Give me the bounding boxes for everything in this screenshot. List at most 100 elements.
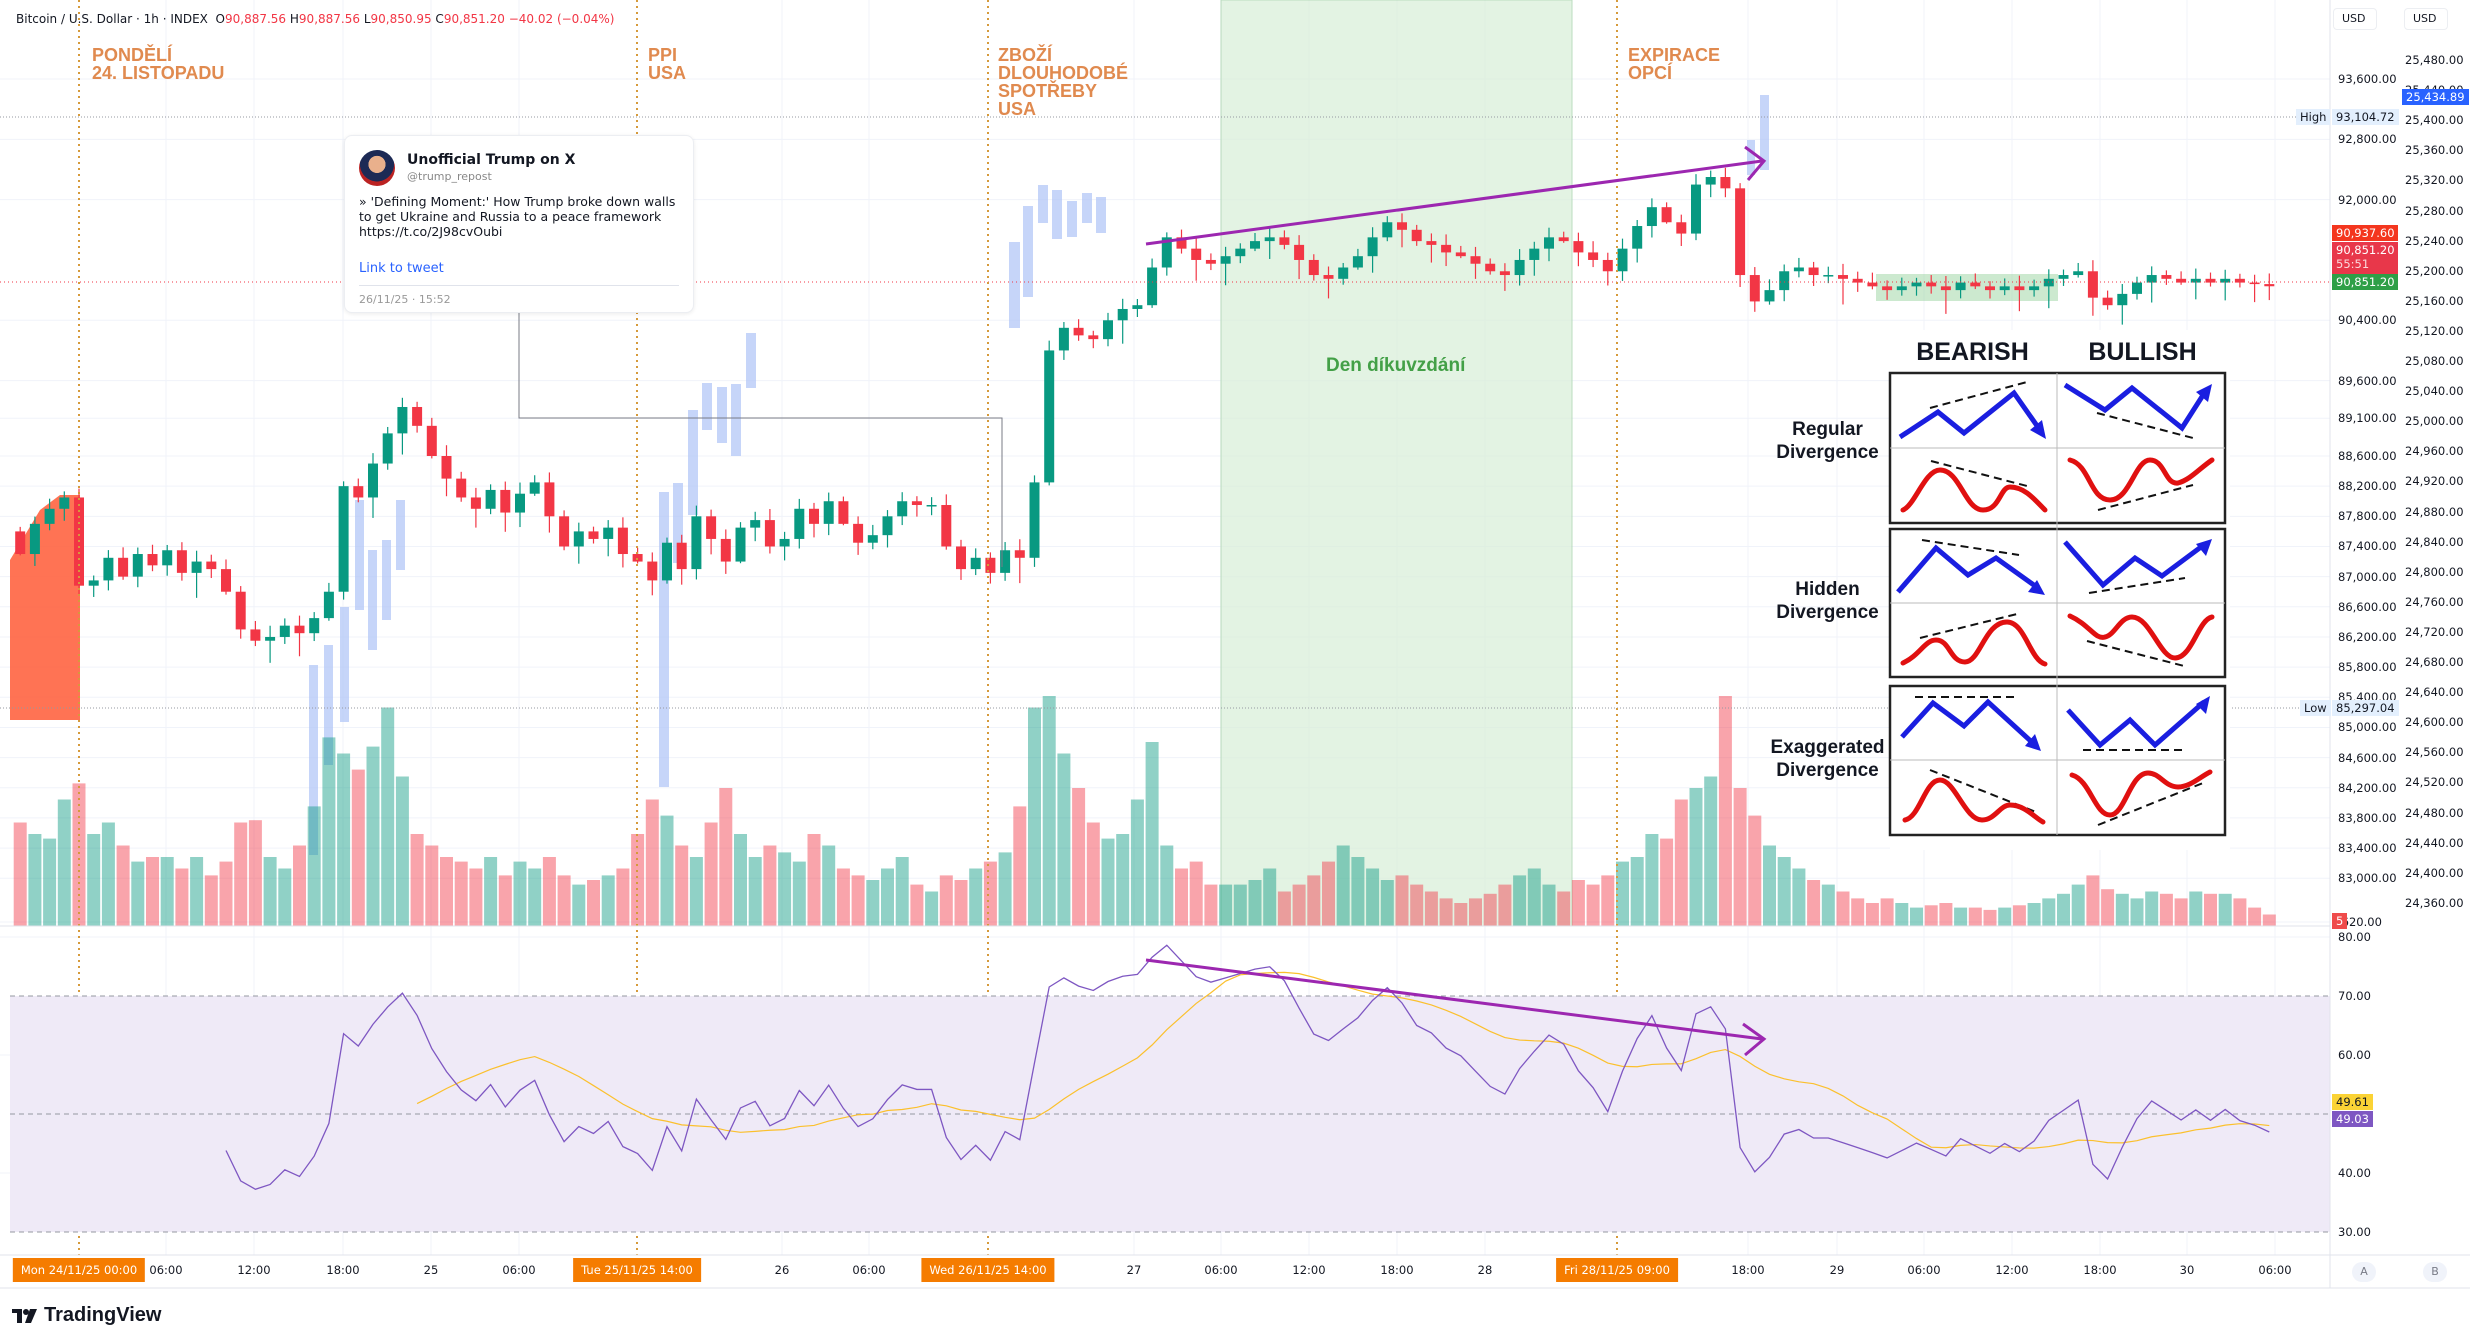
candle[interactable] [1985, 281, 1995, 299]
candle[interactable] [1617, 238, 1628, 281]
candle[interactable] [470, 487, 481, 528]
candle[interactable] [2014, 275, 2025, 312]
candle[interactable] [1338, 262, 1349, 285]
candle[interactable] [221, 559, 231, 595]
candle[interactable] [617, 517, 628, 568]
candle[interactable] [2234, 273, 2245, 288]
candle[interactable] [1852, 271, 1863, 292]
candle[interactable] [1691, 174, 1701, 241]
candle[interactable] [2058, 269, 2069, 286]
candle[interactable] [323, 582, 334, 621]
candle[interactable] [823, 492, 834, 536]
candle[interactable] [1029, 475, 1040, 567]
candle[interactable] [397, 397, 408, 455]
candle[interactable] [1970, 273, 1981, 290]
candle[interactable] [941, 494, 952, 550]
candle[interactable] [1705, 170, 1716, 198]
candle[interactable] [1073, 319, 1084, 341]
candle[interactable] [1176, 229, 1187, 254]
candle[interactable] [1103, 312, 1113, 347]
candle[interactable] [382, 426, 393, 470]
candle[interactable] [1749, 267, 1760, 312]
candle[interactable] [2264, 273, 2275, 301]
rsi-line[interactable] [225, 944, 2270, 1190]
candle[interactable] [1602, 252, 1613, 286]
candle[interactable] [735, 522, 746, 564]
candle[interactable] [809, 502, 819, 538]
candle[interactable] [103, 550, 114, 591]
candle[interactable] [544, 472, 555, 533]
candle[interactable] [2205, 272, 2216, 287]
candle[interactable] [2102, 290, 2113, 310]
thanksgiving-highlight[interactable] [1220, 0, 1573, 927]
candle[interactable] [162, 544, 173, 576]
candle[interactable] [1514, 249, 1525, 286]
candle[interactable] [1676, 214, 1687, 247]
candle[interactable] [485, 484, 496, 515]
red-area-shape[interactable] [10, 495, 80, 720]
candle[interactable] [29, 516, 40, 566]
candle[interactable] [2146, 266, 2157, 303]
candle[interactable] [662, 537, 672, 584]
candle[interactable] [1264, 226, 1275, 259]
candle[interactable] [1764, 279, 1775, 305]
candle[interactable] [191, 550, 202, 598]
candle[interactable] [412, 401, 423, 433]
candle[interactable] [1485, 258, 1496, 275]
tweet-card[interactable]: Unofficial Trump on X @trump_repost » 'D… [344, 135, 694, 313]
candle[interactable] [1823, 266, 1834, 284]
candle[interactable] [2161, 270, 2172, 285]
candle[interactable] [2073, 262, 2084, 278]
candle[interactable] [1000, 542, 1011, 581]
candle[interactable] [764, 509, 775, 554]
candle[interactable] [176, 542, 187, 581]
candle[interactable] [603, 520, 614, 557]
candle[interactable] [1147, 258, 1158, 308]
candle[interactable] [309, 612, 320, 642]
candle[interactable] [573, 522, 584, 564]
candle[interactable] [911, 496, 922, 517]
candle[interactable] [1558, 231, 1569, 243]
candle[interactable] [1808, 261, 1819, 287]
candle[interactable] [1441, 234, 1452, 267]
candle[interactable] [897, 492, 908, 526]
candle[interactable] [559, 510, 570, 551]
candle[interactable] [1058, 322, 1069, 360]
candle[interactable] [1720, 167, 1731, 198]
candle[interactable] [368, 453, 378, 518]
candle[interactable] [1646, 198, 1657, 238]
candle[interactable] [1793, 257, 1804, 278]
candle[interactable] [250, 620, 261, 647]
rsi-trendline[interactable] [1145, 958, 1767, 1057]
candle[interactable] [691, 505, 702, 580]
currency-button-main[interactable]: USD [2333, 8, 2377, 30]
candle[interactable] [338, 481, 349, 600]
candle[interactable] [1499, 263, 1510, 291]
candle[interactable] [985, 552, 996, 584]
candle[interactable] [1632, 219, 1643, 263]
symbol-legend[interactable]: Bitcoin / U.S. Dollar · 1h · INDEX O90,8… [16, 12, 615, 26]
candle[interactable] [1191, 238, 1202, 281]
b-button[interactable]: B [2423, 1262, 2447, 1282]
candle[interactable] [926, 497, 937, 516]
candle[interactable] [1352, 248, 1363, 270]
candle[interactable] [1044, 340, 1055, 486]
candle[interactable] [1205, 253, 1216, 271]
candle[interactable] [1926, 275, 1937, 294]
candle[interactable] [2176, 271, 2187, 285]
candle[interactable] [1911, 277, 1922, 296]
candle[interactable] [750, 511, 761, 542]
candle[interactable] [1999, 278, 2010, 296]
candle[interactable] [1367, 227, 1378, 273]
candle[interactable] [1250, 232, 1260, 252]
candle[interactable] [1573, 232, 1584, 267]
candle[interactable] [1161, 232, 1172, 276]
candle[interactable] [1294, 235, 1305, 280]
candle[interactable] [118, 547, 129, 580]
candle[interactable] [1088, 330, 1099, 349]
candle[interactable] [1940, 276, 1951, 314]
candle[interactable] [970, 548, 981, 576]
candle[interactable] [265, 625, 276, 663]
candle[interactable] [1117, 298, 1128, 344]
